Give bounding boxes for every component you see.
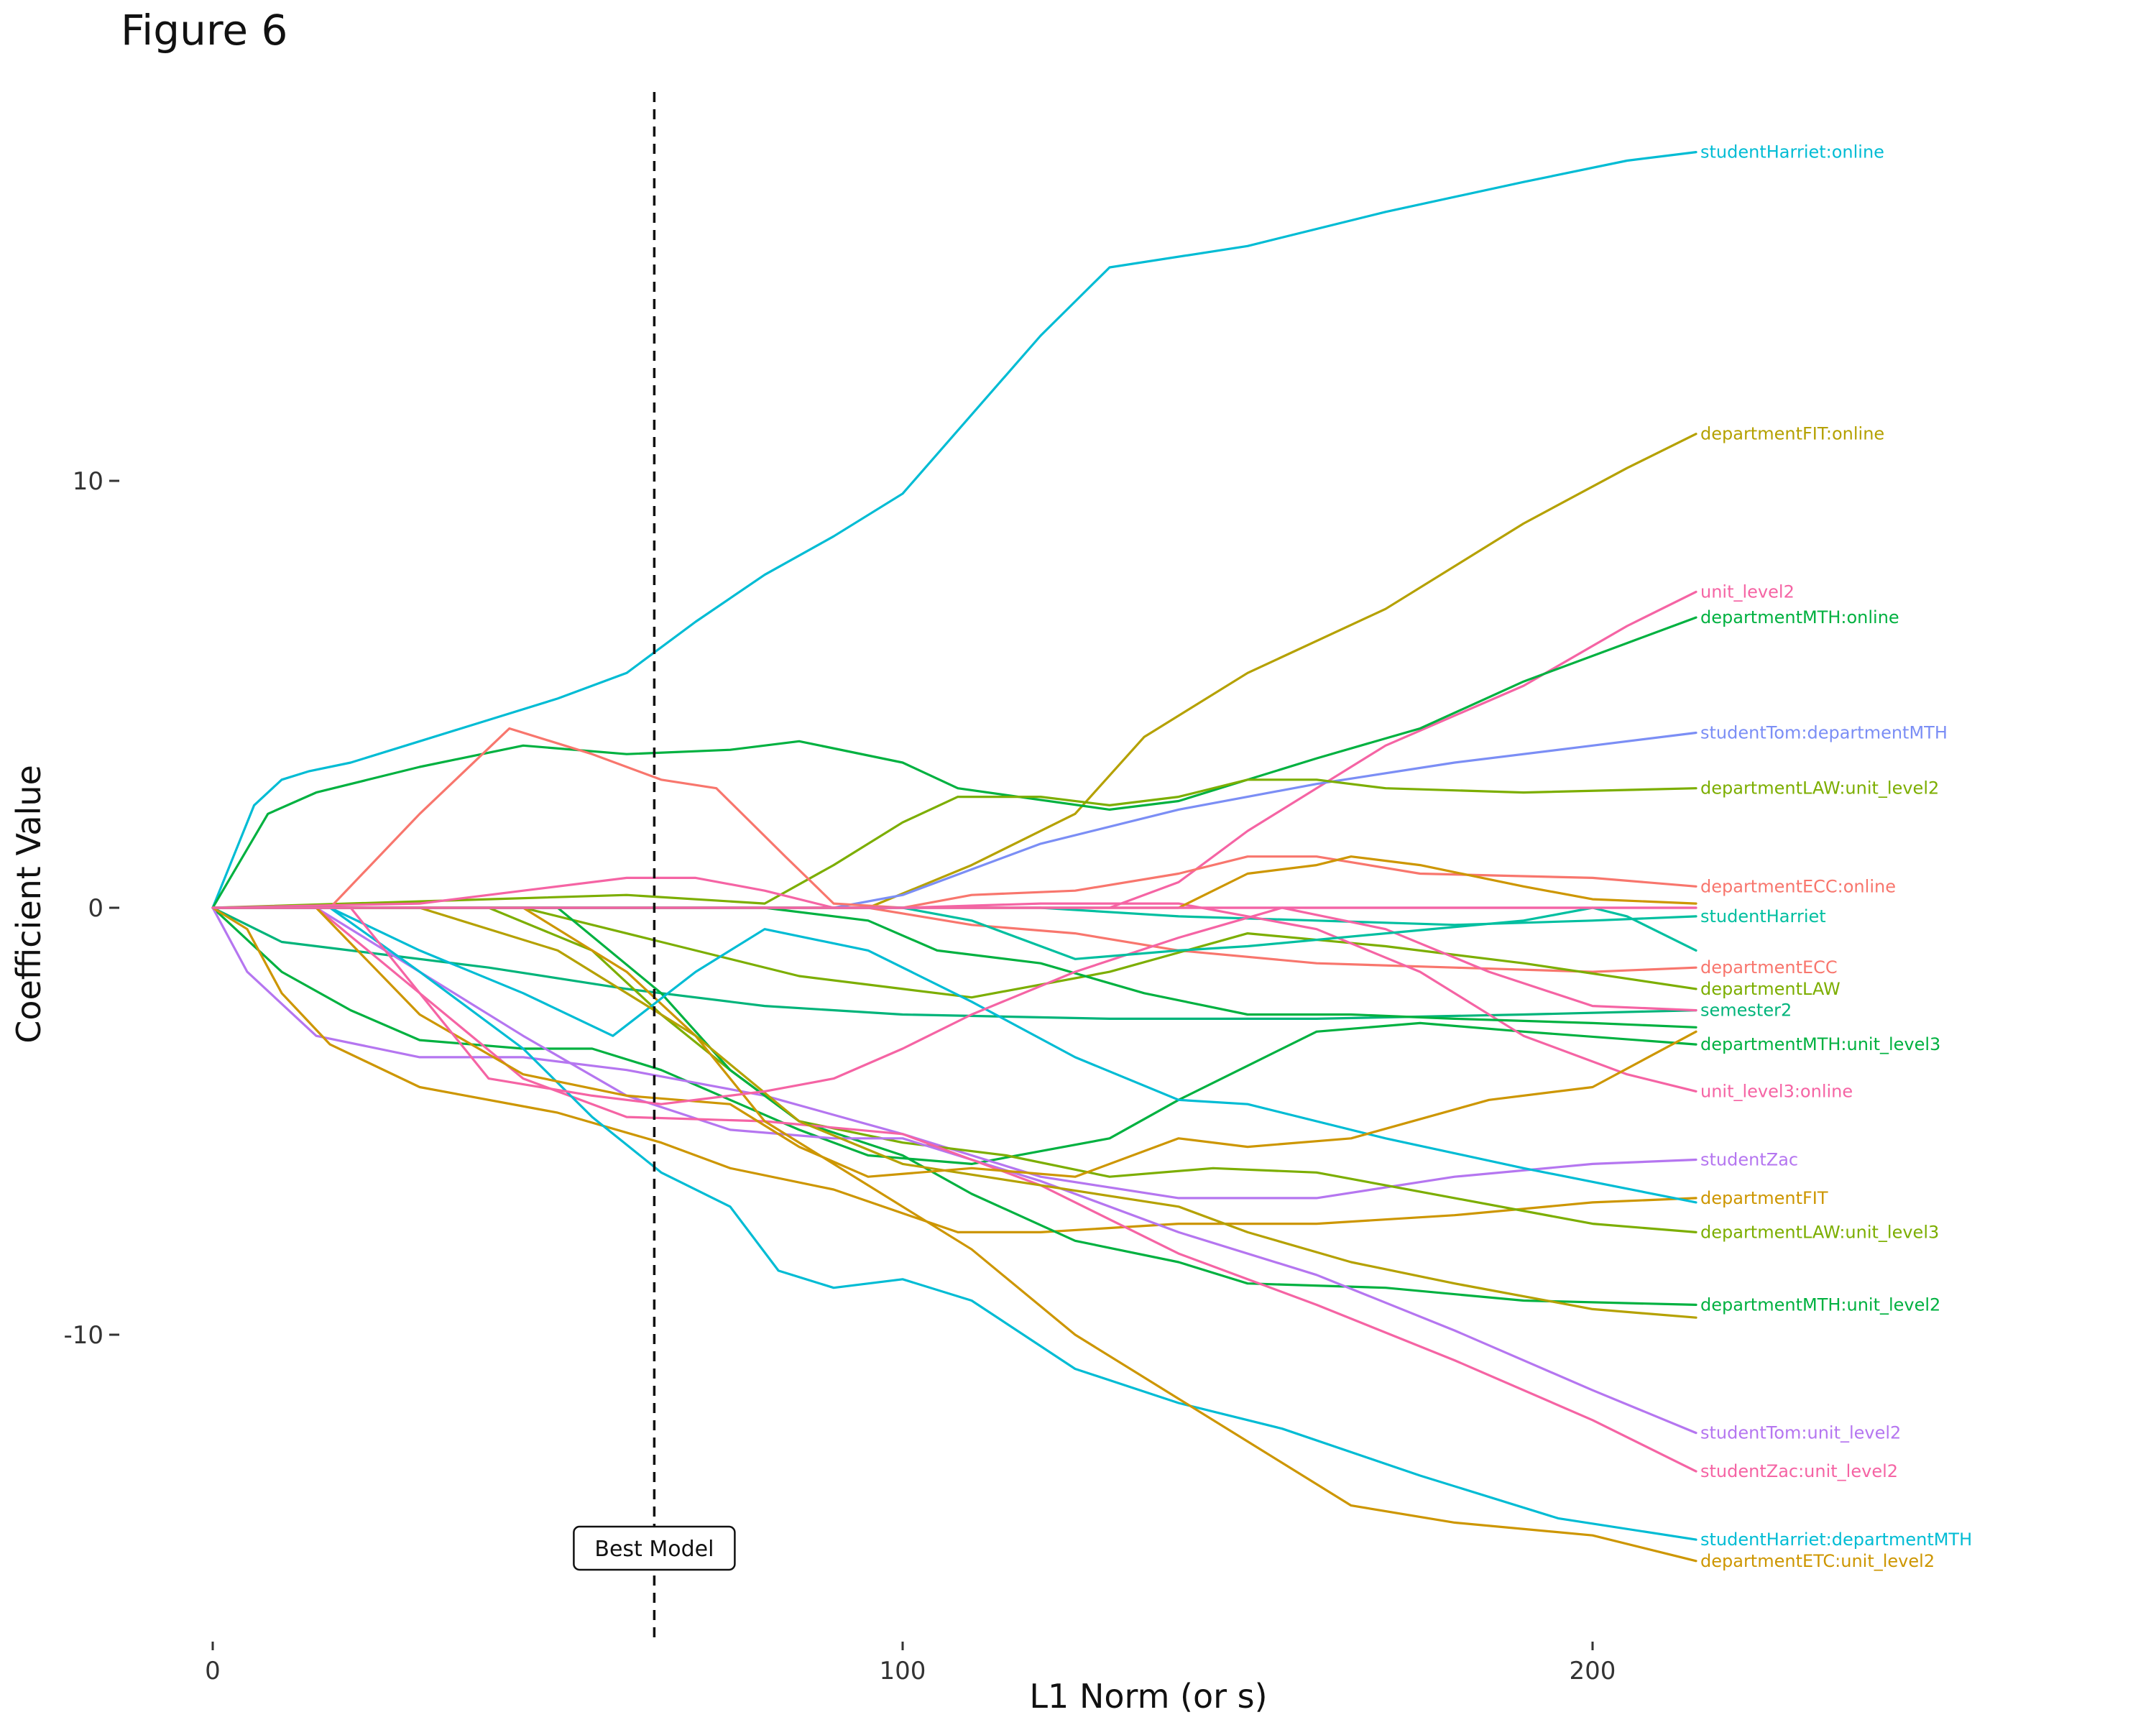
end-label-unit-level3-online: unit_level3:online: [1700, 1081, 1853, 1101]
best-model-label: Best Model: [594, 1537, 714, 1562]
y-axis-title: Coefficient Value: [9, 765, 48, 1044]
series-line-departmentfit-online: [211, 433, 1697, 909]
end-label-departmentmth-unit-level3: departmentMTH:unit_level3: [1700, 1034, 1940, 1054]
figure-title: Figure 6: [121, 6, 288, 55]
series-line-departmentetc-unit-level2: [211, 906, 1697, 1563]
y-tick-label: -10: [63, 1321, 103, 1350]
best-model-box: [573, 1525, 736, 1571]
series-line-studenttom-departmentmth: [211, 731, 1697, 909]
series-line-departmentlaw-unit-level2: [211, 778, 1697, 909]
series-line-semester2: [211, 906, 1697, 1020]
series-line-unlabeled-23: [211, 906, 1697, 1178]
end-label-departmentfit: departmentFIT: [1700, 1188, 1828, 1208]
series-line-studentzac: [211, 906, 1697, 1200]
end-label-studentharriet-departmentmth: studentHarriet:departmentMTH: [1700, 1530, 1972, 1550]
best-model-marker: Best Model: [573, 92, 736, 1639]
end-label-departmentfit-online: departmentFIT:online: [1700, 424, 1884, 444]
end-label-studentzac-unit-level2: studentZac:unit_level2: [1700, 1461, 1898, 1481]
x-tick-label: 0: [205, 1657, 221, 1685]
series-line-studentharriet-online: [211, 151, 1697, 909]
x-axis-title: L1 Norm (or s): [1029, 1677, 1267, 1716]
end-label-departmentmth-unit-level2: departmentMTH:unit_level2: [1700, 1294, 1940, 1315]
end-label-departmentecc-online: departmentECC:online: [1700, 876, 1896, 896]
end-label-studentharriet-online: studentHarriet:online: [1700, 142, 1884, 162]
end-label-departmentlaw-unit-level2: departmentLAW:unit_level2: [1700, 778, 1939, 799]
axes: 0 100 200 -10 0 10: [63, 467, 1616, 1685]
series-line-departmentlaw-unit-level3: [211, 906, 1697, 1233]
x-tick-label: 200: [1570, 1657, 1616, 1685]
end-label-departmentlaw: departmentLAW: [1700, 979, 1841, 999]
end-label-studentzac: studentZac: [1700, 1149, 1798, 1169]
x-tick-label: 100: [880, 1657, 926, 1685]
y-tick-label: 10: [73, 467, 103, 496]
series-line-unlabeled-22: [211, 906, 1697, 1319]
end-label-semester2: semester2: [1700, 1000, 1792, 1021]
end-label-departmentmth-online: departmentMTH:online: [1700, 607, 1899, 627]
series-line-departmentmth-online: [211, 616, 1697, 909]
end-label-departmentlaw-unit-level3: departmentLAW:unit_level3: [1700, 1222, 1939, 1242]
series-line-studenttom-unit-level2: [211, 906, 1697, 1435]
end-label-departmentetc-unit-level2: departmentETC:unit_level2: [1700, 1551, 1935, 1571]
y-tick-label: 0: [88, 894, 103, 923]
end-label-unit-level2: unit_level2: [1700, 581, 1795, 602]
series-line-departmentlaw: [211, 906, 1697, 999]
end-label-studentharriet: studentHarriet: [1700, 906, 1826, 926]
series-line-unit-level2: [211, 590, 1697, 909]
series-line-unlabeled-21: [211, 906, 1697, 1204]
end-label-studenttom-unit-level2: studentTom:unit_level2: [1700, 1423, 1901, 1443]
end-label-studenttom-departmentmth: studentTom:departmentMTH: [1700, 722, 1948, 742]
series-line-departmentmth-unit-level2: [211, 906, 1697, 1306]
series-line-unlabeled-26: [211, 906, 1697, 1105]
series-line-unlabeled-27: [211, 906, 1697, 960]
series-lines: [211, 151, 1697, 1563]
end-label-departmentecc: departmentECC: [1700, 957, 1838, 978]
series-line-departmentecc-online: [211, 727, 1697, 909]
series-line-studentharriet-departmentmth: [211, 906, 1697, 1541]
series-line-departmentmth-unit-level3: [211, 906, 1697, 1165]
series-end-labels: studentHarriet:online departmentFIT:onlin…: [1700, 142, 1972, 1571]
series-line-departmentfit: [211, 906, 1697, 1233]
